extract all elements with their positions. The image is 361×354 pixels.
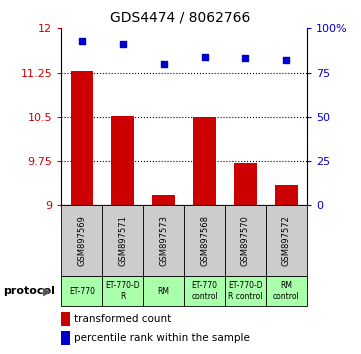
Bar <box>143 205 184 276</box>
Text: RM: RM <box>158 287 170 296</box>
Text: ET-770-D
R: ET-770-D R <box>105 281 140 301</box>
Text: GDS4474 / 8062766: GDS4474 / 8062766 <box>110 11 251 25</box>
Bar <box>225 205 266 276</box>
Text: protocol: protocol <box>4 286 56 296</box>
Point <box>202 54 208 59</box>
Text: GSM897573: GSM897573 <box>159 215 168 266</box>
Bar <box>102 205 143 276</box>
Bar <box>71 71 93 205</box>
Bar <box>61 276 102 306</box>
Text: ET-770
control: ET-770 control <box>191 281 218 301</box>
Bar <box>112 116 134 205</box>
Text: transformed count: transformed count <box>74 314 171 324</box>
Text: GSM897571: GSM897571 <box>118 215 127 266</box>
Point <box>161 61 166 67</box>
Text: GSM897569: GSM897569 <box>77 215 86 266</box>
Bar <box>266 276 307 306</box>
Bar <box>266 205 307 276</box>
Text: ET-770-D
R control: ET-770-D R control <box>228 281 263 301</box>
Text: GSM897570: GSM897570 <box>241 215 250 266</box>
Text: ▶: ▶ <box>43 286 51 296</box>
Bar <box>225 276 266 306</box>
Bar <box>234 163 257 205</box>
Bar <box>102 276 143 306</box>
Text: percentile rank within the sample: percentile rank within the sample <box>74 333 250 343</box>
Point <box>283 57 289 63</box>
Bar <box>61 205 102 276</box>
Bar <box>184 276 225 306</box>
Text: GSM897572: GSM897572 <box>282 215 291 266</box>
Bar <box>193 118 216 205</box>
Text: RM
control: RM control <box>273 281 300 301</box>
Point <box>120 41 126 47</box>
Text: ET-770: ET-770 <box>69 287 95 296</box>
Bar <box>152 195 175 205</box>
Point <box>79 38 85 44</box>
Bar <box>275 185 297 205</box>
Point <box>243 56 248 61</box>
Bar <box>143 276 184 306</box>
Text: GSM897568: GSM897568 <box>200 215 209 266</box>
Bar <box>184 205 225 276</box>
